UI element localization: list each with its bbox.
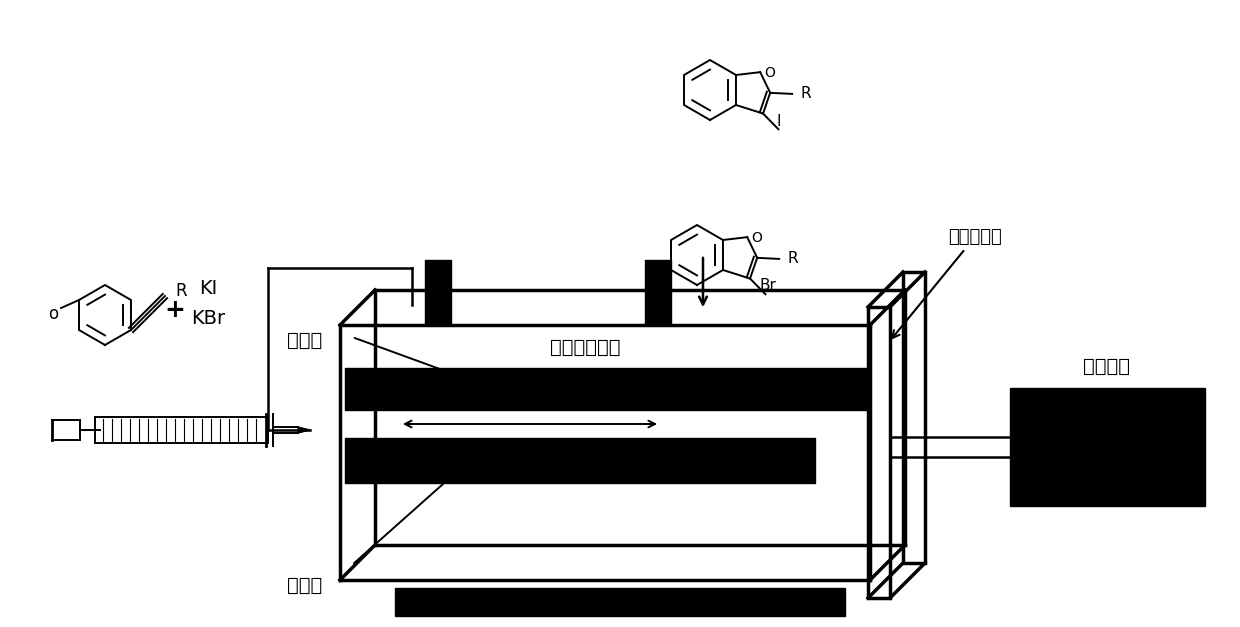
Text: O: O: [751, 231, 763, 245]
Text: O: O: [764, 66, 775, 80]
Bar: [868, 307, 890, 598]
Bar: [903, 272, 925, 563]
Text: Br: Br: [759, 278, 776, 293]
Text: 蛇形流动路径: 蛇形流动路径: [549, 337, 620, 357]
Text: 碳阳极: 碳阳极: [286, 576, 322, 594]
Text: I: I: [776, 113, 781, 129]
Polygon shape: [298, 427, 310, 433]
Text: KBr: KBr: [191, 308, 226, 327]
Text: R: R: [787, 251, 797, 266]
Text: 钓阴极: 钓阴极: [286, 330, 322, 349]
Bar: [95, 417, 268, 443]
Bar: [1011, 388, 1205, 506]
Text: 电解池支架: 电解池支架: [893, 228, 1002, 338]
Bar: [425, 260, 451, 325]
Bar: [345, 438, 815, 483]
Text: KI: KI: [198, 278, 217, 297]
Text: R: R: [175, 282, 186, 300]
Bar: [345, 368, 870, 410]
Text: 恒定电流: 恒定电流: [1084, 357, 1131, 376]
Text: o: o: [48, 305, 58, 323]
Bar: [396, 588, 844, 616]
Text: R: R: [800, 87, 811, 102]
Bar: [645, 260, 671, 325]
Text: +: +: [165, 298, 186, 322]
